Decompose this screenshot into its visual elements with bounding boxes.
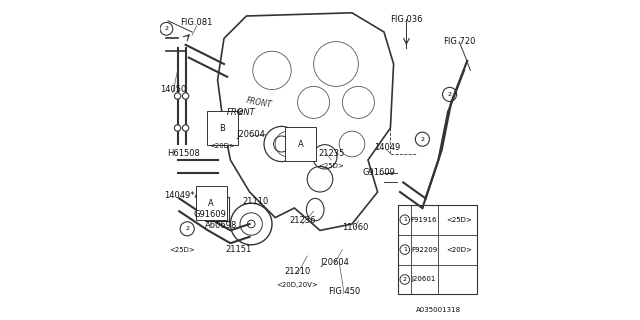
Text: A: A	[209, 201, 215, 210]
Text: A035001318: A035001318	[416, 308, 461, 313]
Text: 21151: 21151	[225, 245, 252, 254]
Text: <20D>: <20D>	[209, 143, 236, 148]
Text: J20604: J20604	[320, 258, 349, 267]
Text: 14049*A: 14049*A	[164, 191, 200, 200]
Text: 21236: 21236	[289, 216, 316, 225]
Text: 14050: 14050	[159, 85, 186, 94]
Bar	[398, 205, 477, 294]
Text: <20D,20V>: <20D,20V>	[276, 282, 319, 288]
Text: FIG.081: FIG.081	[180, 18, 213, 27]
Text: 2: 2	[420, 137, 424, 142]
Text: FIG.720: FIG.720	[443, 37, 476, 46]
Text: 1: 1	[403, 217, 407, 222]
Text: FIG.450: FIG.450	[328, 287, 360, 296]
Text: <25D>: <25D>	[318, 164, 344, 169]
Text: <25D>: <25D>	[446, 217, 472, 223]
Text: F91916: F91916	[411, 217, 437, 223]
Text: B: B	[220, 124, 225, 132]
Text: J20604: J20604	[237, 130, 266, 139]
Text: 14049: 14049	[374, 143, 401, 152]
Text: J20601: J20601	[412, 276, 436, 283]
Text: 2: 2	[447, 92, 452, 97]
Text: F92209: F92209	[411, 247, 437, 252]
Text: G91609: G91609	[193, 210, 226, 219]
Text: 21235: 21235	[318, 149, 344, 158]
Text: 1: 1	[403, 247, 407, 252]
Text: A: A	[298, 140, 303, 148]
Text: FRONT: FRONT	[246, 96, 273, 109]
Text: <25D>: <25D>	[170, 247, 195, 252]
Text: H61508: H61508	[168, 149, 200, 158]
Circle shape	[182, 93, 189, 99]
Text: <20D>: <20D>	[446, 247, 472, 252]
Text: FIG.036: FIG.036	[390, 15, 422, 24]
Text: 21210: 21210	[284, 268, 311, 276]
Text: 2: 2	[185, 226, 189, 231]
Circle shape	[174, 93, 180, 99]
Text: A: A	[209, 199, 214, 208]
Text: G91609: G91609	[363, 168, 396, 177]
Text: FRONT: FRONT	[227, 108, 256, 116]
Text: 11060: 11060	[342, 223, 369, 232]
Text: 2: 2	[403, 277, 407, 282]
Text: 2: 2	[164, 26, 168, 31]
Text: 21110: 21110	[243, 197, 269, 206]
Text: A60698: A60698	[205, 221, 237, 230]
Circle shape	[182, 125, 189, 131]
Circle shape	[174, 125, 180, 131]
